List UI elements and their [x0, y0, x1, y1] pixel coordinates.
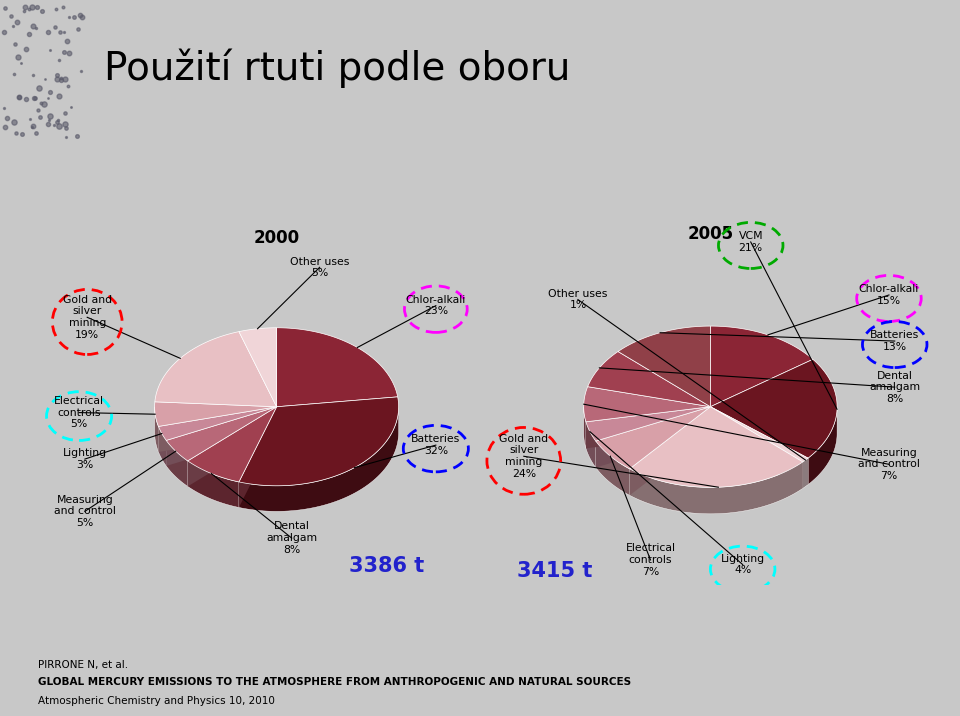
Text: Chlor-alkali
23%: Chlor-alkali 23% — [406, 295, 466, 316]
Text: 3415 t: 3415 t — [517, 561, 592, 581]
Polygon shape — [188, 407, 276, 486]
Polygon shape — [808, 408, 837, 485]
Polygon shape — [584, 407, 586, 448]
Polygon shape — [596, 407, 710, 468]
Polygon shape — [710, 407, 808, 485]
Polygon shape — [596, 407, 710, 469]
Text: Použití rtuti podle oboru: Použití rtuti podle oboru — [104, 49, 570, 89]
Polygon shape — [588, 352, 710, 407]
Polygon shape — [158, 407, 276, 452]
Text: 2000: 2000 — [253, 229, 300, 247]
Polygon shape — [630, 462, 803, 514]
Polygon shape — [166, 407, 276, 461]
Polygon shape — [586, 422, 596, 468]
Text: Electrical
controls
7%: Electrical controls 7% — [626, 543, 676, 576]
Polygon shape — [596, 407, 710, 468]
Text: Lighting
4%: Lighting 4% — [721, 553, 765, 576]
Text: Other uses
1%: Other uses 1% — [548, 289, 608, 310]
Polygon shape — [188, 407, 276, 482]
Polygon shape — [188, 461, 239, 508]
Polygon shape — [803, 458, 808, 488]
Polygon shape — [158, 427, 166, 466]
Polygon shape — [166, 407, 276, 466]
Polygon shape — [630, 407, 803, 488]
Text: Dental
amalgam
8%: Dental amalgam 8% — [869, 371, 921, 404]
Polygon shape — [586, 407, 710, 448]
Text: 2005: 2005 — [687, 225, 733, 243]
Polygon shape — [618, 326, 710, 407]
Polygon shape — [584, 387, 710, 422]
Polygon shape — [239, 397, 398, 485]
Text: Chlor-alkali
15%: Chlor-alkali 15% — [859, 284, 919, 306]
Text: Atmospheric Chemistry and Physics 10, 2010: Atmospheric Chemistry and Physics 10, 20… — [38, 696, 276, 706]
Text: Batteries
13%: Batteries 13% — [870, 330, 920, 352]
Polygon shape — [166, 407, 276, 466]
Polygon shape — [630, 407, 710, 495]
Polygon shape — [155, 402, 276, 427]
Polygon shape — [710, 407, 803, 488]
Polygon shape — [630, 407, 710, 495]
Text: GLOBAL MERCURY EMISSIONS TO THE ATMOSPHERE FROM ANTHROPOGENIC AND NATURAL SOURCE: GLOBAL MERCURY EMISSIONS TO THE ATMOSPHE… — [38, 677, 632, 687]
Polygon shape — [710, 407, 803, 488]
Polygon shape — [239, 407, 276, 508]
Text: Measuring
and control
7%: Measuring and control 7% — [858, 448, 920, 481]
Polygon shape — [586, 407, 710, 448]
Polygon shape — [586, 407, 710, 441]
Polygon shape — [158, 407, 276, 440]
Text: Gold and
silver
mining
19%: Gold and silver mining 19% — [62, 295, 111, 339]
Polygon shape — [239, 328, 276, 407]
Text: Other uses
5%: Other uses 5% — [290, 256, 349, 278]
Polygon shape — [710, 359, 837, 458]
Polygon shape — [158, 407, 276, 452]
Text: Gold and
silver
mining
24%: Gold and silver mining 24% — [499, 434, 548, 479]
Text: Batteries
32%: Batteries 32% — [411, 435, 461, 456]
Polygon shape — [166, 440, 188, 486]
Polygon shape — [239, 407, 398, 511]
Polygon shape — [596, 441, 630, 495]
Text: PIRRONE N, et al.: PIRRONE N, et al. — [38, 660, 129, 670]
Text: 3386 t: 3386 t — [349, 556, 424, 576]
Text: Electrical
controls
5%: Electrical controls 5% — [54, 396, 104, 429]
Polygon shape — [188, 407, 276, 486]
Polygon shape — [710, 326, 813, 407]
Text: Dental
amalgam
8%: Dental amalgam 8% — [266, 521, 318, 555]
Text: VCM
21%: VCM 21% — [738, 231, 763, 253]
Text: Lighting
3%: Lighting 3% — [62, 448, 107, 470]
Polygon shape — [710, 407, 808, 462]
Polygon shape — [155, 407, 158, 452]
Polygon shape — [155, 332, 276, 407]
Polygon shape — [710, 407, 808, 485]
Polygon shape — [239, 407, 276, 508]
Text: Measuring
and control
5%: Measuring and control 5% — [54, 495, 116, 528]
Polygon shape — [276, 328, 397, 407]
